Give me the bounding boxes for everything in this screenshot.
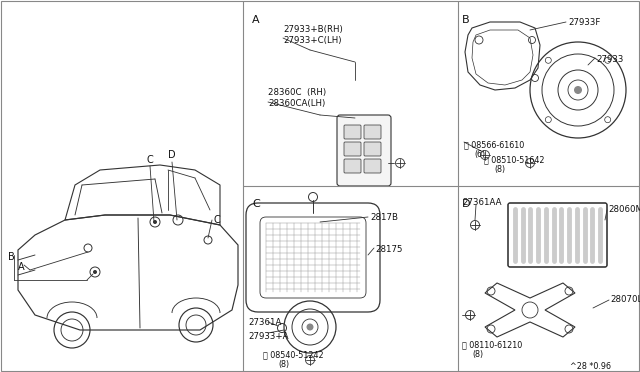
- FancyBboxPatch shape: [364, 159, 381, 173]
- Text: 28360C  (RH): 28360C (RH): [268, 88, 326, 97]
- Circle shape: [574, 86, 582, 94]
- Circle shape: [307, 324, 314, 330]
- Text: (8): (8): [494, 165, 505, 174]
- Text: B: B: [462, 15, 470, 25]
- Text: 27933: 27933: [596, 55, 623, 64]
- FancyBboxPatch shape: [246, 203, 380, 312]
- Text: A: A: [252, 15, 260, 25]
- FancyBboxPatch shape: [364, 125, 381, 139]
- Text: Ⓢ 08540-51242: Ⓢ 08540-51242: [263, 350, 324, 359]
- Text: D: D: [168, 150, 176, 160]
- Text: 28070L: 28070L: [610, 295, 640, 304]
- Text: Ⓢ 08566-61610: Ⓢ 08566-61610: [464, 140, 524, 149]
- Text: 27361A: 27361A: [248, 318, 282, 327]
- Text: 2817B: 2817B: [370, 213, 398, 222]
- Text: (8): (8): [278, 360, 289, 369]
- Circle shape: [93, 270, 97, 274]
- FancyBboxPatch shape: [364, 142, 381, 156]
- Text: 27361AA: 27361AA: [462, 198, 502, 207]
- Text: C: C: [252, 199, 260, 209]
- Text: 28360CA(LH): 28360CA(LH): [268, 99, 325, 108]
- Text: C: C: [147, 155, 154, 165]
- Text: ^28 *0.96: ^28 *0.96: [570, 362, 611, 371]
- Text: D: D: [462, 199, 470, 209]
- Text: Ⓑ 08110-61210: Ⓑ 08110-61210: [462, 340, 522, 349]
- Text: Ⓢ 08510-51642: Ⓢ 08510-51642: [484, 155, 545, 164]
- FancyBboxPatch shape: [344, 142, 361, 156]
- Text: 27933+A: 27933+A: [248, 332, 289, 341]
- FancyBboxPatch shape: [344, 159, 361, 173]
- Text: 27933+B(RH): 27933+B(RH): [283, 25, 343, 34]
- FancyBboxPatch shape: [337, 115, 391, 186]
- FancyBboxPatch shape: [508, 203, 607, 267]
- Text: 28060M: 28060M: [608, 205, 640, 214]
- Text: (6): (6): [474, 150, 485, 159]
- Text: 28175: 28175: [375, 245, 403, 254]
- FancyBboxPatch shape: [344, 125, 361, 139]
- Text: C: C: [213, 215, 220, 225]
- Text: 27933F: 27933F: [568, 18, 600, 27]
- Text: 27933+C(LH): 27933+C(LH): [283, 36, 342, 45]
- Circle shape: [153, 220, 157, 224]
- Text: (8): (8): [472, 350, 483, 359]
- Text: B: B: [8, 252, 15, 262]
- Text: A: A: [18, 262, 24, 272]
